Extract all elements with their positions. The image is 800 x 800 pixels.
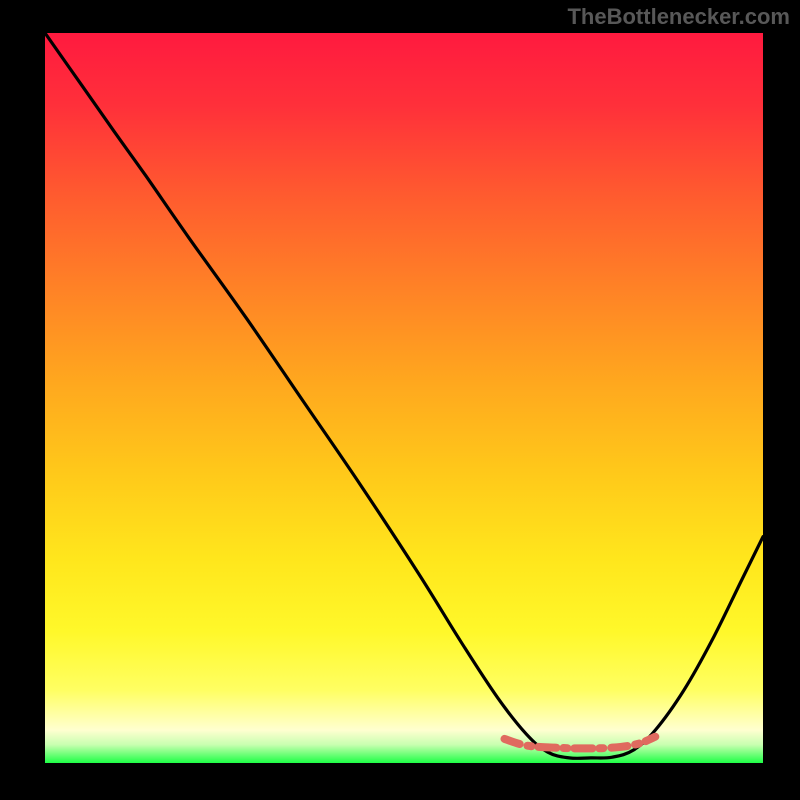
heat-gradient [45, 33, 763, 763]
watermark-text: TheBottlenecker.com [567, 4, 790, 30]
chart-stage: { "meta": { "watermark_text": "TheBottle… [0, 0, 800, 800]
bottleneck-curve-chart [0, 0, 800, 800]
